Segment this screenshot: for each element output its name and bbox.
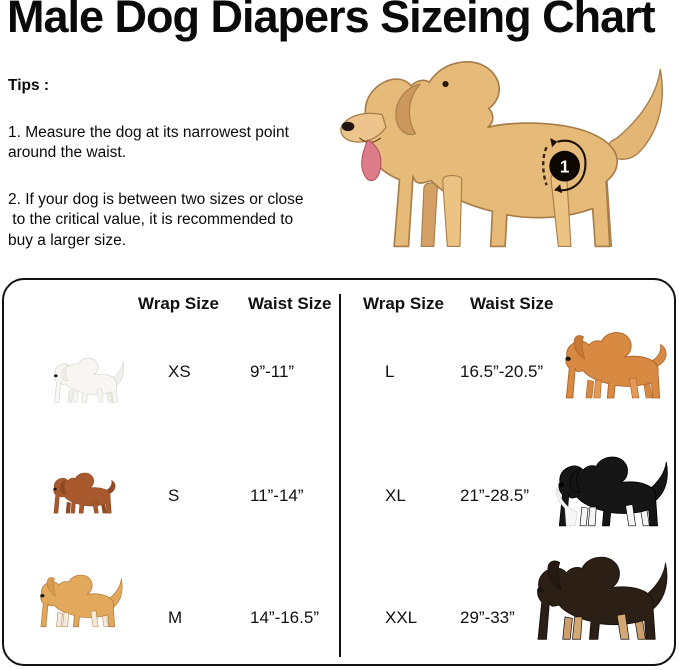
svg-text:1: 1 xyxy=(560,156,570,176)
